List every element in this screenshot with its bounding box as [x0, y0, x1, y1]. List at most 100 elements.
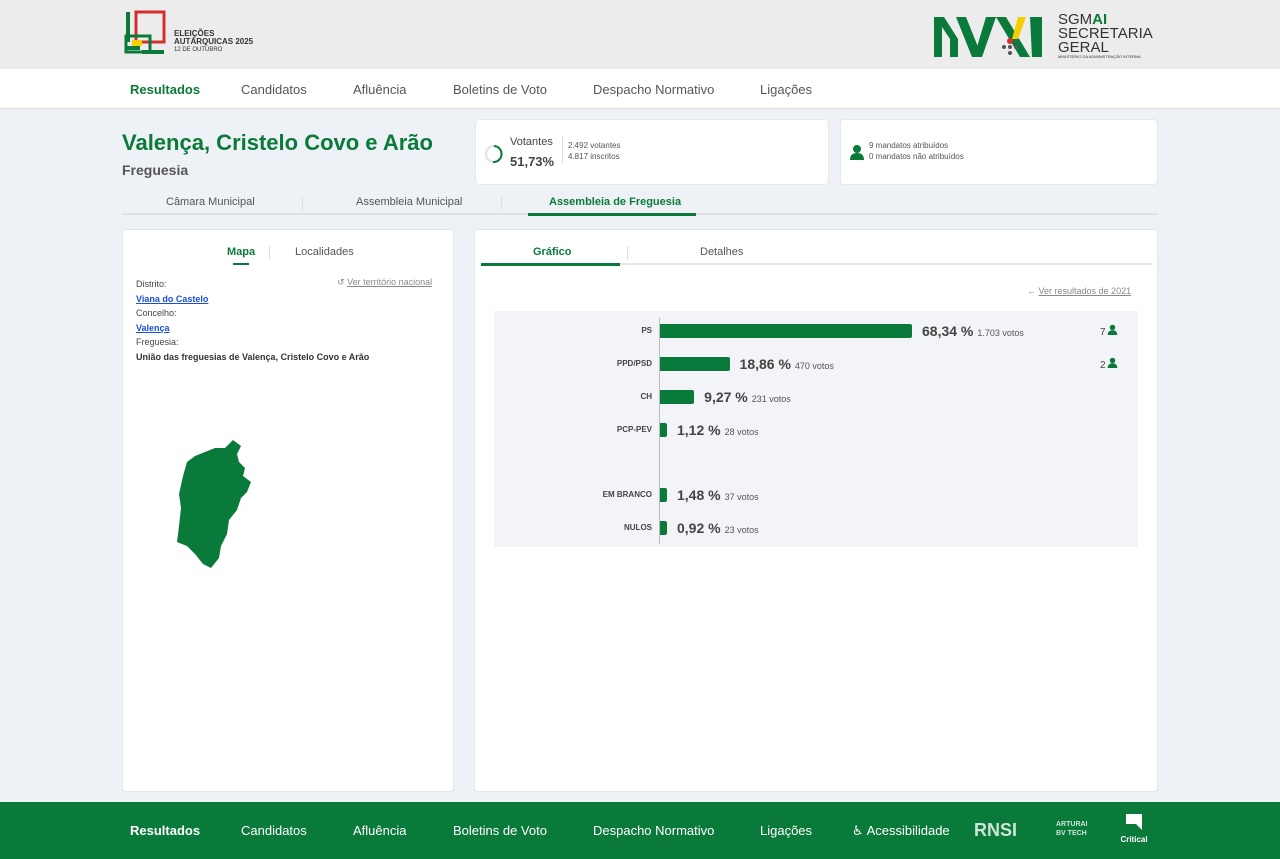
chart-category-label: PS	[641, 326, 652, 335]
chart-value-label: 18,86 % 470 votos	[739, 356, 834, 372]
nav-results[interactable]: Resultados	[130, 82, 201, 97]
chart-bar	[660, 324, 912, 338]
chart-value-label: 68,34 % 1.703 votos	[922, 323, 1024, 339]
turnout-progress-icon	[485, 145, 503, 163]
sgmai-text: SGMAI SECRETARIA GERAL	[1058, 11, 1153, 56]
chart-votes-label: 37 votos	[724, 492, 759, 502]
footer-nav-candidates[interactable]: Candidatos	[241, 823, 307, 838]
chart-category-label: CH	[640, 392, 652, 401]
district-link[interactable]: Viana do Castelo	[136, 293, 209, 304]
chart-bar	[660, 390, 695, 404]
tab-separator	[501, 197, 502, 210]
undo-icon: ↺	[337, 277, 345, 287]
turnout-label: Votantes	[510, 136, 553, 148]
tab-parish-assembly[interactable]: Assembleia de Freguesia	[549, 196, 682, 208]
previous-results-link[interactable]: ← Ver resultados de 2021	[1027, 286, 1132, 296]
footer: Resultados Candidatos Afluência Boletins…	[0, 802, 1280, 859]
elections-logo-text: ELEIÇÕES AUTÁRQUICAS 2025 12 DE OUTUBRO	[174, 29, 254, 54]
bvtech-logo[interactable]: ARTURAI BV TECH	[1056, 821, 1088, 837]
main-nav: Resultados Candidatos Afluência Boletins…	[0, 69, 1280, 109]
chart-votes-label: 23 votos	[724, 525, 759, 535]
chart-category-label: PPD/PSD	[616, 359, 652, 368]
parish-map[interactable]	[175, 438, 255, 570]
footer-nav-ballots[interactable]: Boletins de Voto	[453, 823, 547, 838]
nav-ballots[interactable]: Boletins de Voto	[453, 82, 547, 97]
mandates-card: 9 mandatos atribuídos 0 mandatos não atr…	[840, 119, 1158, 185]
results-chart	[494, 311, 1138, 547]
arrow-left-icon: ←	[1027, 286, 1036, 296]
critical-logo[interactable]: Critical	[1118, 814, 1150, 844]
nav-links[interactable]: Ligações	[760, 82, 813, 97]
chart-seats-label: 7	[1100, 324, 1118, 338]
chart-category-label: EM BRANCO	[602, 490, 652, 499]
person-icon	[850, 145, 864, 160]
accessibility-link[interactable]: ♿ Acessibilidade	[852, 823, 950, 838]
chart-row: CH 9,27 % 231 votos	[494, 388, 1134, 408]
municipality-label: Concelho:	[136, 308, 177, 318]
ministry-text: MINISTÉRIO DA ADMINISTRAÇÃO INTERNA	[1058, 54, 1141, 59]
footer-nav-turnout[interactable]: Afluência	[353, 823, 407, 838]
chart-category-label: PCP-PEV	[616, 425, 652, 434]
accessibility-icon: ♿	[852, 823, 864, 838]
tab-municipal-assembly[interactable]: Assembleia Municipal	[356, 196, 463, 208]
chart-votes-label: 231 votos	[751, 394, 791, 404]
nav-candidates[interactable]: Candidatos	[241, 82, 307, 97]
tab-municipal-chamber[interactable]: Câmara Municipal	[166, 196, 255, 208]
chart-seats-label: 2	[1100, 357, 1118, 371]
footer-nav-normative-dispatch[interactable]: Despacho Normativo	[593, 823, 715, 838]
chart-bar	[660, 423, 667, 437]
chart-bar	[660, 521, 667, 535]
tab-chart[interactable]: Gráfico	[533, 246, 572, 258]
rnsi-logo[interactable]: RNSI	[974, 820, 1018, 840]
elections-logo-mark	[124, 10, 166, 54]
tabs-underline	[481, 263, 1153, 265]
chart-bar	[660, 357, 730, 371]
map-card: Mapa Localidades ↺ Ver território nacion…	[122, 229, 454, 792]
chart-value-label: 1,12 % 28 votos	[677, 422, 759, 438]
chart-value-label: 0,92 % 23 votos	[677, 520, 759, 536]
tab-details[interactable]: Detalhes	[700, 246, 744, 258]
chart-votes-label: 1.703 votos	[977, 328, 1024, 338]
chart-row: PPD/PSD 18,86 % 470 votos 2	[494, 355, 1134, 375]
footer-nav-results[interactable]: Resultados	[130, 823, 201, 838]
sgmai-logo[interactable]: SGMAI SECRETARIA GERAL MINISTÉRIO DA ADM…	[934, 11, 1164, 59]
chart-row: EM BRANCO 1,48 % 37 votos	[494, 486, 1134, 506]
person-icon	[1107, 357, 1117, 368]
chart-row: PCP-PEV 1,12 % 28 votos	[494, 421, 1134, 441]
chart-axis	[659, 318, 660, 544]
elections-logo[interactable]: ELEIÇÕES AUTÁRQUICAS 2025 12 DE OUTUBRO	[124, 10, 264, 58]
chart-row: NULOS 0,92 % 23 votos	[494, 519, 1134, 539]
parish-label: Freguesia:	[136, 337, 179, 347]
location-info: Distrito: Viana do Castelo Concelho: Val…	[136, 277, 369, 364]
turnout-percent: 51,73%	[510, 154, 555, 169]
tab-separator	[269, 246, 270, 260]
district-label: Distrito:	[136, 279, 167, 289]
critical-icon	[1126, 814, 1142, 830]
top-bar: ELEIÇÕES AUTÁRQUICAS 2025 12 DE OUTUBRO …	[0, 0, 1280, 69]
parish-name: União das freguesias de Valença, Cristel…	[136, 351, 370, 362]
nav-turnout[interactable]: Afluência	[353, 82, 407, 97]
turnout-details: 2.492 votantes 4.817 inscritos	[568, 141, 621, 161]
active-tab-indicator	[481, 263, 620, 266]
chart-bar	[660, 488, 667, 502]
chart-votes-label: 470 votos	[794, 361, 834, 371]
page-title: Valença, Cristelo Covo e Arão	[122, 130, 433, 155]
national-territory-link[interactable]: ↺ Ver território nacional	[337, 277, 433, 287]
tab-localities[interactable]: Localidades	[295, 246, 354, 258]
organ-tabs: Câmara Municipal Assembleia Municipal As…	[122, 195, 1158, 216]
tab-separator	[627, 246, 628, 260]
mandates-details: 9 mandatos atribuídos 0 mandatos não atr…	[869, 141, 964, 161]
footer-nav-links[interactable]: Ligações	[760, 823, 813, 838]
page-subtitle: Freguesia	[122, 162, 189, 178]
chart-row: PS 68,34 % 1.703 votos 7	[494, 322, 1134, 342]
chart-category-label: NULOS	[624, 523, 652, 532]
tab-separator	[302, 197, 303, 210]
chart-votes-label: 28 votos	[724, 427, 759, 437]
active-tab-indicator	[528, 213, 696, 216]
turnout-card: Votantes 51,73% 2.492 votantes 4.817 ins…	[475, 119, 829, 185]
municipality-link[interactable]: Valença	[136, 322, 170, 333]
chart-value-label: 9,27 % 231 votos	[704, 389, 791, 405]
tab-map[interactable]: Mapa	[227, 246, 256, 258]
nav-normative-dispatch[interactable]: Despacho Normativo	[593, 82, 715, 97]
mai-logo-mark	[934, 17, 1042, 57]
